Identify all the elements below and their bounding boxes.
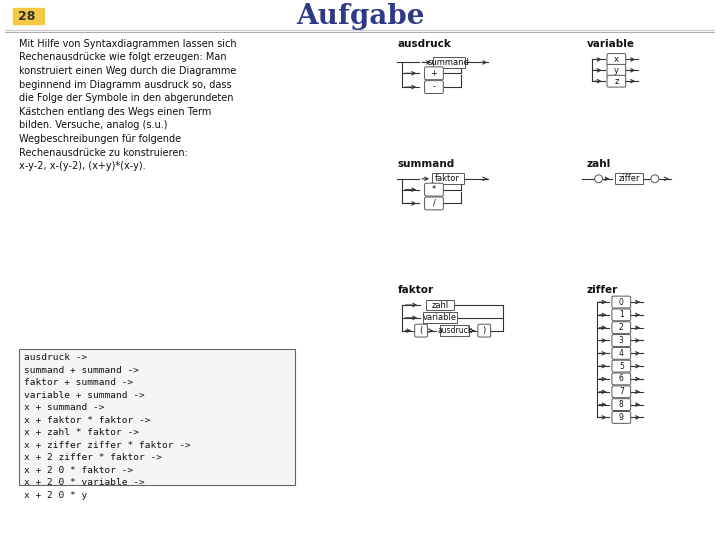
FancyBboxPatch shape — [425, 67, 444, 80]
FancyBboxPatch shape — [612, 411, 631, 423]
Text: 8: 8 — [619, 400, 624, 409]
FancyBboxPatch shape — [19, 349, 295, 485]
FancyBboxPatch shape — [425, 197, 444, 210]
FancyBboxPatch shape — [607, 75, 626, 87]
FancyBboxPatch shape — [415, 324, 428, 337]
Text: (: ( — [420, 326, 423, 335]
Text: 4: 4 — [619, 349, 624, 358]
Ellipse shape — [595, 175, 603, 183]
FancyBboxPatch shape — [612, 335, 631, 347]
Text: zahl: zahl — [431, 300, 449, 309]
FancyBboxPatch shape — [425, 80, 444, 93]
Text: variable: variable — [587, 39, 635, 49]
FancyBboxPatch shape — [432, 173, 464, 184]
FancyBboxPatch shape — [612, 296, 631, 308]
Text: x: x — [614, 55, 619, 64]
FancyBboxPatch shape — [423, 313, 457, 323]
FancyBboxPatch shape — [607, 64, 626, 76]
FancyBboxPatch shape — [440, 325, 469, 336]
Text: 2: 2 — [619, 323, 624, 332]
Text: ausdruck ->
summand + summand ->
faktor + summand ->
variable + summand ->
x + s: ausdruck -> summand + summand -> faktor … — [24, 353, 191, 500]
Text: Mit Hilfe von Syntaxdiagrammen lassen sich
Rechenausdrücke wie folgt erzeugen: : Mit Hilfe von Syntaxdiagrammen lassen si… — [19, 39, 236, 171]
Text: /: / — [433, 199, 436, 208]
Text: ausdruck: ausdruck — [397, 39, 451, 49]
Text: *: * — [432, 185, 436, 194]
Text: +: + — [431, 69, 437, 78]
FancyBboxPatch shape — [425, 183, 444, 196]
Text: faktor: faktor — [397, 285, 433, 295]
Text: 9: 9 — [619, 413, 624, 422]
Text: ziffer: ziffer — [587, 285, 618, 295]
FancyBboxPatch shape — [433, 57, 464, 68]
Text: -: - — [433, 83, 436, 92]
FancyBboxPatch shape — [607, 53, 626, 65]
FancyBboxPatch shape — [478, 324, 490, 337]
Text: summand: summand — [397, 159, 455, 169]
Text: ): ) — [482, 326, 486, 335]
Text: 3: 3 — [619, 336, 624, 345]
FancyBboxPatch shape — [612, 386, 631, 397]
Text: 5: 5 — [619, 362, 624, 370]
Text: Aufgabe: Aufgabe — [296, 3, 424, 30]
Text: z: z — [614, 77, 618, 86]
Text: y: y — [614, 66, 619, 75]
FancyBboxPatch shape — [612, 309, 631, 321]
Text: ausdruck: ausdruck — [437, 326, 472, 335]
Text: variable: variable — [423, 313, 457, 322]
Text: ziffer: ziffer — [618, 174, 640, 183]
Bar — [13, 8, 45, 24]
Text: 0: 0 — [619, 298, 624, 307]
FancyBboxPatch shape — [426, 300, 454, 310]
Text: 28: 28 — [18, 10, 35, 23]
FancyBboxPatch shape — [616, 173, 643, 184]
Ellipse shape — [651, 175, 659, 183]
FancyBboxPatch shape — [612, 373, 631, 385]
Text: summand: summand — [428, 58, 469, 67]
Text: zahl: zahl — [587, 159, 611, 169]
FancyBboxPatch shape — [612, 347, 631, 359]
Text: 7: 7 — [619, 387, 624, 396]
FancyBboxPatch shape — [612, 360, 631, 372]
FancyBboxPatch shape — [612, 322, 631, 334]
FancyBboxPatch shape — [612, 399, 631, 410]
Text: 1: 1 — [619, 310, 624, 319]
Text: 6: 6 — [619, 374, 624, 383]
Text: faktor: faktor — [436, 174, 460, 183]
